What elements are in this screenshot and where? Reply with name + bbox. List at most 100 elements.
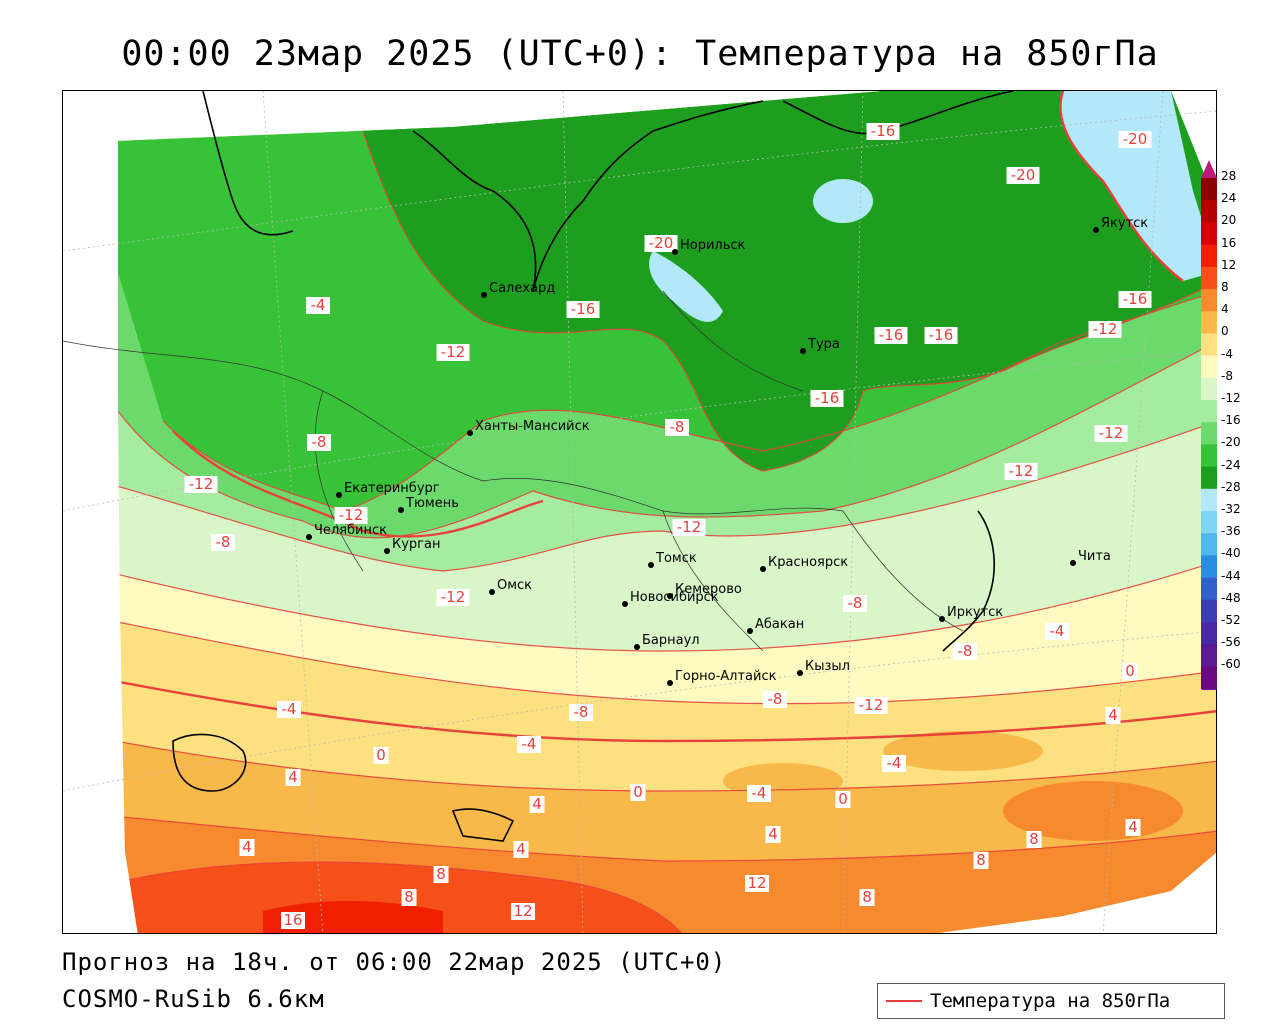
model-info: COSMO-RuSib 6.6км	[62, 985, 325, 1013]
isotherm-label: 0	[1122, 662, 1138, 680]
colorbar-swatch	[1201, 644, 1217, 667]
colorbar-tick-label: -48	[1221, 590, 1241, 605]
colorbar-swatch	[1201, 666, 1217, 690]
colorbar-tick-label: 4	[1221, 302, 1229, 317]
isotherm-label: -16	[566, 300, 600, 318]
isotherm-label: -12	[436, 588, 470, 606]
isotherm-label: -16	[874, 326, 908, 344]
city-marker	[939, 616, 945, 622]
city-marker	[800, 348, 806, 354]
colorbar-tick-label: -56	[1221, 635, 1241, 650]
svg-text:-4: -4	[887, 754, 902, 772]
isotherm-label: 0	[835, 790, 851, 808]
svg-text:-4: -4	[311, 296, 326, 314]
svg-text:8: 8	[1029, 830, 1039, 848]
city-label: Омск	[497, 578, 532, 593]
city-marker	[481, 292, 487, 298]
city-label: Новосибирск	[630, 590, 719, 605]
svg-text:-12: -12	[1093, 320, 1118, 338]
isotherm-label: -8	[953, 642, 977, 660]
svg-text:12: 12	[513, 902, 532, 920]
svg-text:-20: -20	[1011, 166, 1036, 184]
city-marker	[667, 593, 673, 599]
colorbar-tick-label: 28	[1221, 169, 1237, 183]
colorbar-swatch	[1201, 555, 1217, 579]
colorbar-swatch	[1201, 333, 1217, 357]
city-label: Томск	[655, 551, 697, 566]
svg-text:-8: -8	[216, 533, 231, 551]
colorbar-swatch	[1201, 400, 1217, 423]
city-marker	[747, 628, 753, 634]
colorbar-swatch	[1201, 266, 1217, 290]
isotherm-label: -4	[277, 700, 301, 718]
isotherm-label: -12	[672, 518, 706, 536]
isotherm-label: 4	[529, 795, 545, 813]
colorbar-swatch	[1201, 355, 1217, 379]
svg-text:16: 16	[283, 911, 302, 929]
svg-text:12: 12	[747, 874, 766, 892]
isotherm-label: -8	[763, 690, 787, 708]
isotherm-label: -4	[747, 784, 771, 802]
isotherm-label: -4	[882, 754, 906, 772]
isotherm-label: -12	[184, 475, 218, 493]
isotherm-label: 4	[1105, 706, 1121, 724]
svg-text:0: 0	[1125, 662, 1135, 680]
svg-text:0: 0	[838, 790, 848, 808]
svg-text:4: 4	[768, 825, 778, 843]
svg-text:-8: -8	[670, 418, 685, 436]
colorbar-swatch	[1201, 599, 1217, 623]
city-marker	[1093, 227, 1099, 233]
isotherm-label: -16	[810, 389, 844, 407]
colorbar-tick-label: -16	[1221, 413, 1241, 428]
isotherm-label: 8	[433, 865, 449, 883]
colorbar-tick-label: -8	[1221, 368, 1233, 383]
city-label: Салехард	[489, 281, 555, 296]
svg-text:4: 4	[242, 838, 252, 856]
isotherm-label: 8	[859, 888, 875, 906]
svg-text:8: 8	[436, 865, 446, 883]
city-label: Чита	[1078, 549, 1111, 564]
svg-text:-12: -12	[859, 696, 884, 714]
colorbar-tick-label: -4	[1221, 346, 1233, 361]
colorbar-swatch	[1201, 222, 1217, 246]
isotherm-label: -12	[1094, 424, 1128, 442]
colorbar-tick-label: -60	[1221, 657, 1241, 672]
isotherm-label: -4	[517, 735, 541, 753]
colorbar-swatch	[1201, 577, 1217, 601]
colorbar-bottom-arrow	[1201, 688, 1217, 690]
svg-text:-16: -16	[571, 300, 596, 318]
colorbar-swatch	[1201, 533, 1217, 556]
colorbar-swatch	[1201, 466, 1217, 490]
isotherm-label: 8	[1026, 830, 1042, 848]
city-marker	[672, 249, 678, 255]
svg-text:8: 8	[404, 888, 414, 906]
city-label: Норильск	[680, 238, 746, 253]
colorbar-swatch	[1201, 488, 1217, 512]
city-marker	[467, 430, 473, 436]
city-marker	[336, 492, 342, 498]
isotherm-label: 4	[285, 768, 301, 786]
svg-text:-8: -8	[848, 594, 863, 612]
isotherm-label: 4	[239, 838, 255, 856]
isotherm-label: 0	[373, 746, 389, 764]
isotherm-label: -20	[644, 234, 678, 252]
svg-text:4: 4	[1128, 818, 1138, 836]
svg-text:-8: -8	[312, 433, 327, 451]
colorbar-tick-label: -32	[1221, 502, 1241, 516]
isotherm-label: -4	[1045, 622, 1069, 640]
city-label: Ханты-Мансийск	[475, 419, 590, 434]
city-marker	[384, 548, 390, 554]
isotherm-label: -8	[843, 594, 867, 612]
svg-text:-4: -4	[282, 700, 297, 718]
isotherm-label: -4	[306, 296, 330, 314]
isotherm-label: -8	[569, 703, 593, 721]
svg-text:-4: -4	[522, 735, 537, 753]
colorbar-tick-label: -52	[1221, 613, 1241, 627]
colorbar-swatch	[1201, 422, 1217, 445]
svg-text:-16: -16	[871, 122, 896, 140]
colorbar-swatch	[1201, 311, 1217, 334]
isotherm-label: -16	[1118, 290, 1152, 308]
colorbar-tick-label: -44	[1221, 568, 1241, 583]
colorbar-tick-label: 0	[1221, 324, 1229, 339]
city-marker	[622, 601, 628, 607]
